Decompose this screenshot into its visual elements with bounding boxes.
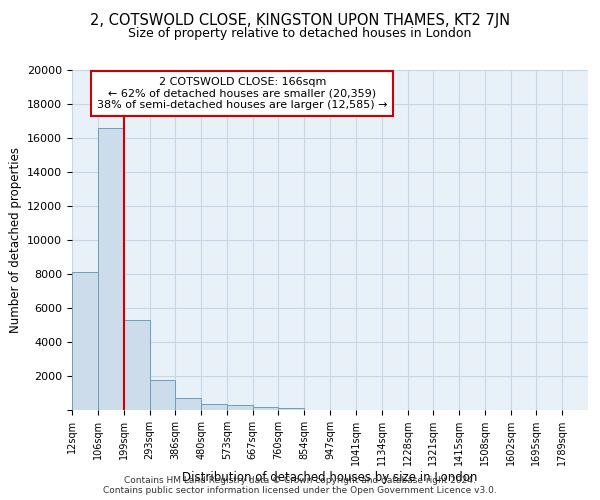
X-axis label: Distribution of detached houses by size in London: Distribution of detached houses by size … xyxy=(182,471,478,484)
Text: 2, COTSWOLD CLOSE, KINGSTON UPON THAMES, KT2 7JN: 2, COTSWOLD CLOSE, KINGSTON UPON THAMES,… xyxy=(90,12,510,28)
Bar xyxy=(72,272,98,410)
Text: Size of property relative to detached houses in London: Size of property relative to detached ho… xyxy=(128,28,472,40)
Bar xyxy=(278,408,304,410)
Bar xyxy=(227,406,253,410)
Bar xyxy=(201,404,227,410)
Bar xyxy=(98,128,124,410)
Bar xyxy=(175,398,201,410)
Text: Contains HM Land Registry data © Crown copyright and database right 2024.
Contai: Contains HM Land Registry data © Crown c… xyxy=(103,476,497,495)
Bar xyxy=(149,380,175,410)
Bar xyxy=(253,407,278,410)
Bar xyxy=(124,320,149,410)
Y-axis label: Number of detached properties: Number of detached properties xyxy=(8,147,22,333)
Text: 2 COTSWOLD CLOSE: 166sqm
← 62% of detached houses are smaller (20,359)
38% of se: 2 COTSWOLD CLOSE: 166sqm ← 62% of detach… xyxy=(97,77,388,110)
